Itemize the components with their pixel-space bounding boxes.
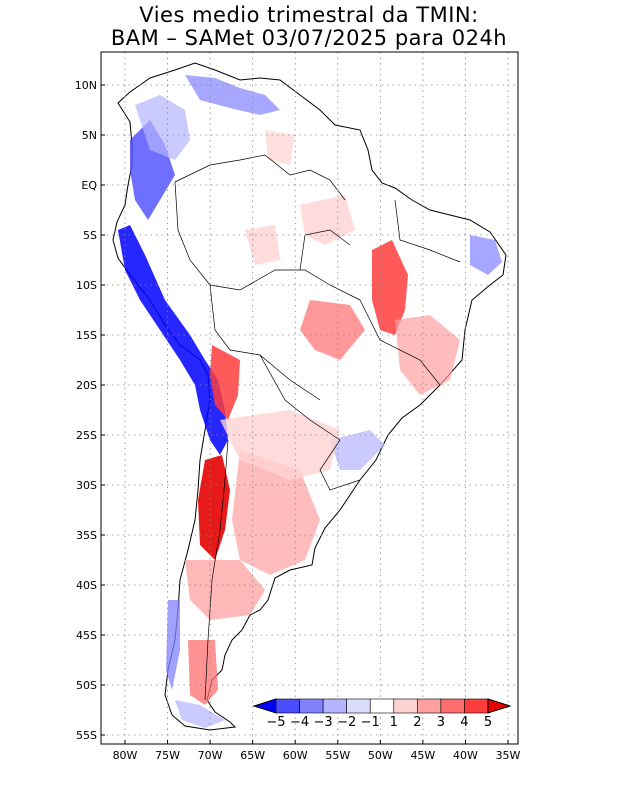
colorbar-label: −2	[337, 715, 356, 730]
lon-tick-label: 65W	[240, 749, 265, 762]
plot-frame	[100, 51, 519, 745]
colorbar-swatch	[299, 698, 324, 714]
lat-tick-label: 20S	[76, 379, 97, 392]
colorbar-swatch	[369, 698, 395, 714]
latitude-tick-labels: 10N 5N EQ 5S 10S 15S 20S 25S 30S 35S 40S 45S 50S 55S	[75, 79, 105, 742]
colorbar-over-arrow	[487, 698, 512, 714]
longitude-tick-labels: 80W 75W 70W 65W 60W 55W 50W 45W 40W 35W	[113, 740, 521, 762]
negative-bias-areas	[118, 75, 502, 728]
map-title-line2: BAM – SAMet 03/07/2025 para 024h	[110, 26, 508, 50]
lat-tick-label: 35S	[76, 529, 97, 542]
colorbar-swatch	[393, 698, 418, 714]
lat-tick-label: 15S	[76, 329, 97, 342]
lon-tick-label: 45W	[410, 749, 435, 762]
lat-tick-label: 10S	[76, 279, 97, 292]
lat-tick-label: 50S	[76, 679, 97, 692]
lon-tick-label: 70W	[198, 749, 223, 762]
colorbar-swatch	[322, 698, 347, 714]
colorbar-swatch	[464, 698, 489, 714]
colorbar-swatch	[417, 698, 442, 714]
colorbar-swatch	[440, 698, 465, 714]
lon-tick-label: 80W	[113, 749, 138, 762]
lat-tick-label: 40S	[76, 579, 97, 592]
lat-tick-label: 5N	[82, 129, 97, 142]
lon-tick-label: 50W	[368, 749, 393, 762]
lat-tick-label: 5S	[83, 229, 97, 242]
lon-tick-label: 55W	[325, 749, 350, 762]
lat-tick-label: 30S	[76, 479, 97, 492]
colorbar-label: −5	[266, 715, 285, 730]
colorbar-swatch	[275, 698, 300, 714]
lat-tick-label: 10N	[75, 79, 97, 92]
colorbar-label: 3	[437, 715, 445, 730]
positive-bias-areas	[185, 130, 460, 705]
lon-tick-label: 35W	[496, 749, 521, 762]
colorbar-label: 4	[460, 715, 468, 730]
colorbar-label: 2	[413, 715, 421, 730]
map-gridlines	[101, 52, 518, 744]
lat-tick-label: 55S	[76, 729, 97, 742]
colorbar-label: −1	[361, 715, 380, 730]
lon-tick-label: 60W	[283, 749, 308, 762]
country-borders	[174, 154, 461, 701]
colorbar: −5 −4 −3 −2 −1 1 2 3 4 5	[252, 698, 512, 730]
colorbar-label: −4	[290, 715, 309, 730]
map-layer	[112, 62, 507, 731]
lon-tick-label: 40W	[453, 749, 478, 762]
colorbar-label: 1	[390, 715, 398, 730]
map-title-line1: Vies medio trimestral da TMIN:	[139, 3, 479, 27]
lat-tick-label: 25S	[76, 429, 97, 442]
lon-tick-label: 75W	[155, 749, 180, 762]
lat-tick-label: 45S	[76, 629, 97, 642]
colorbar-label: 5	[484, 715, 492, 730]
colorbar-label: −3	[314, 715, 333, 730]
colorbar-swatch	[346, 698, 371, 714]
lat-tick-label: EQ	[81, 179, 97, 192]
